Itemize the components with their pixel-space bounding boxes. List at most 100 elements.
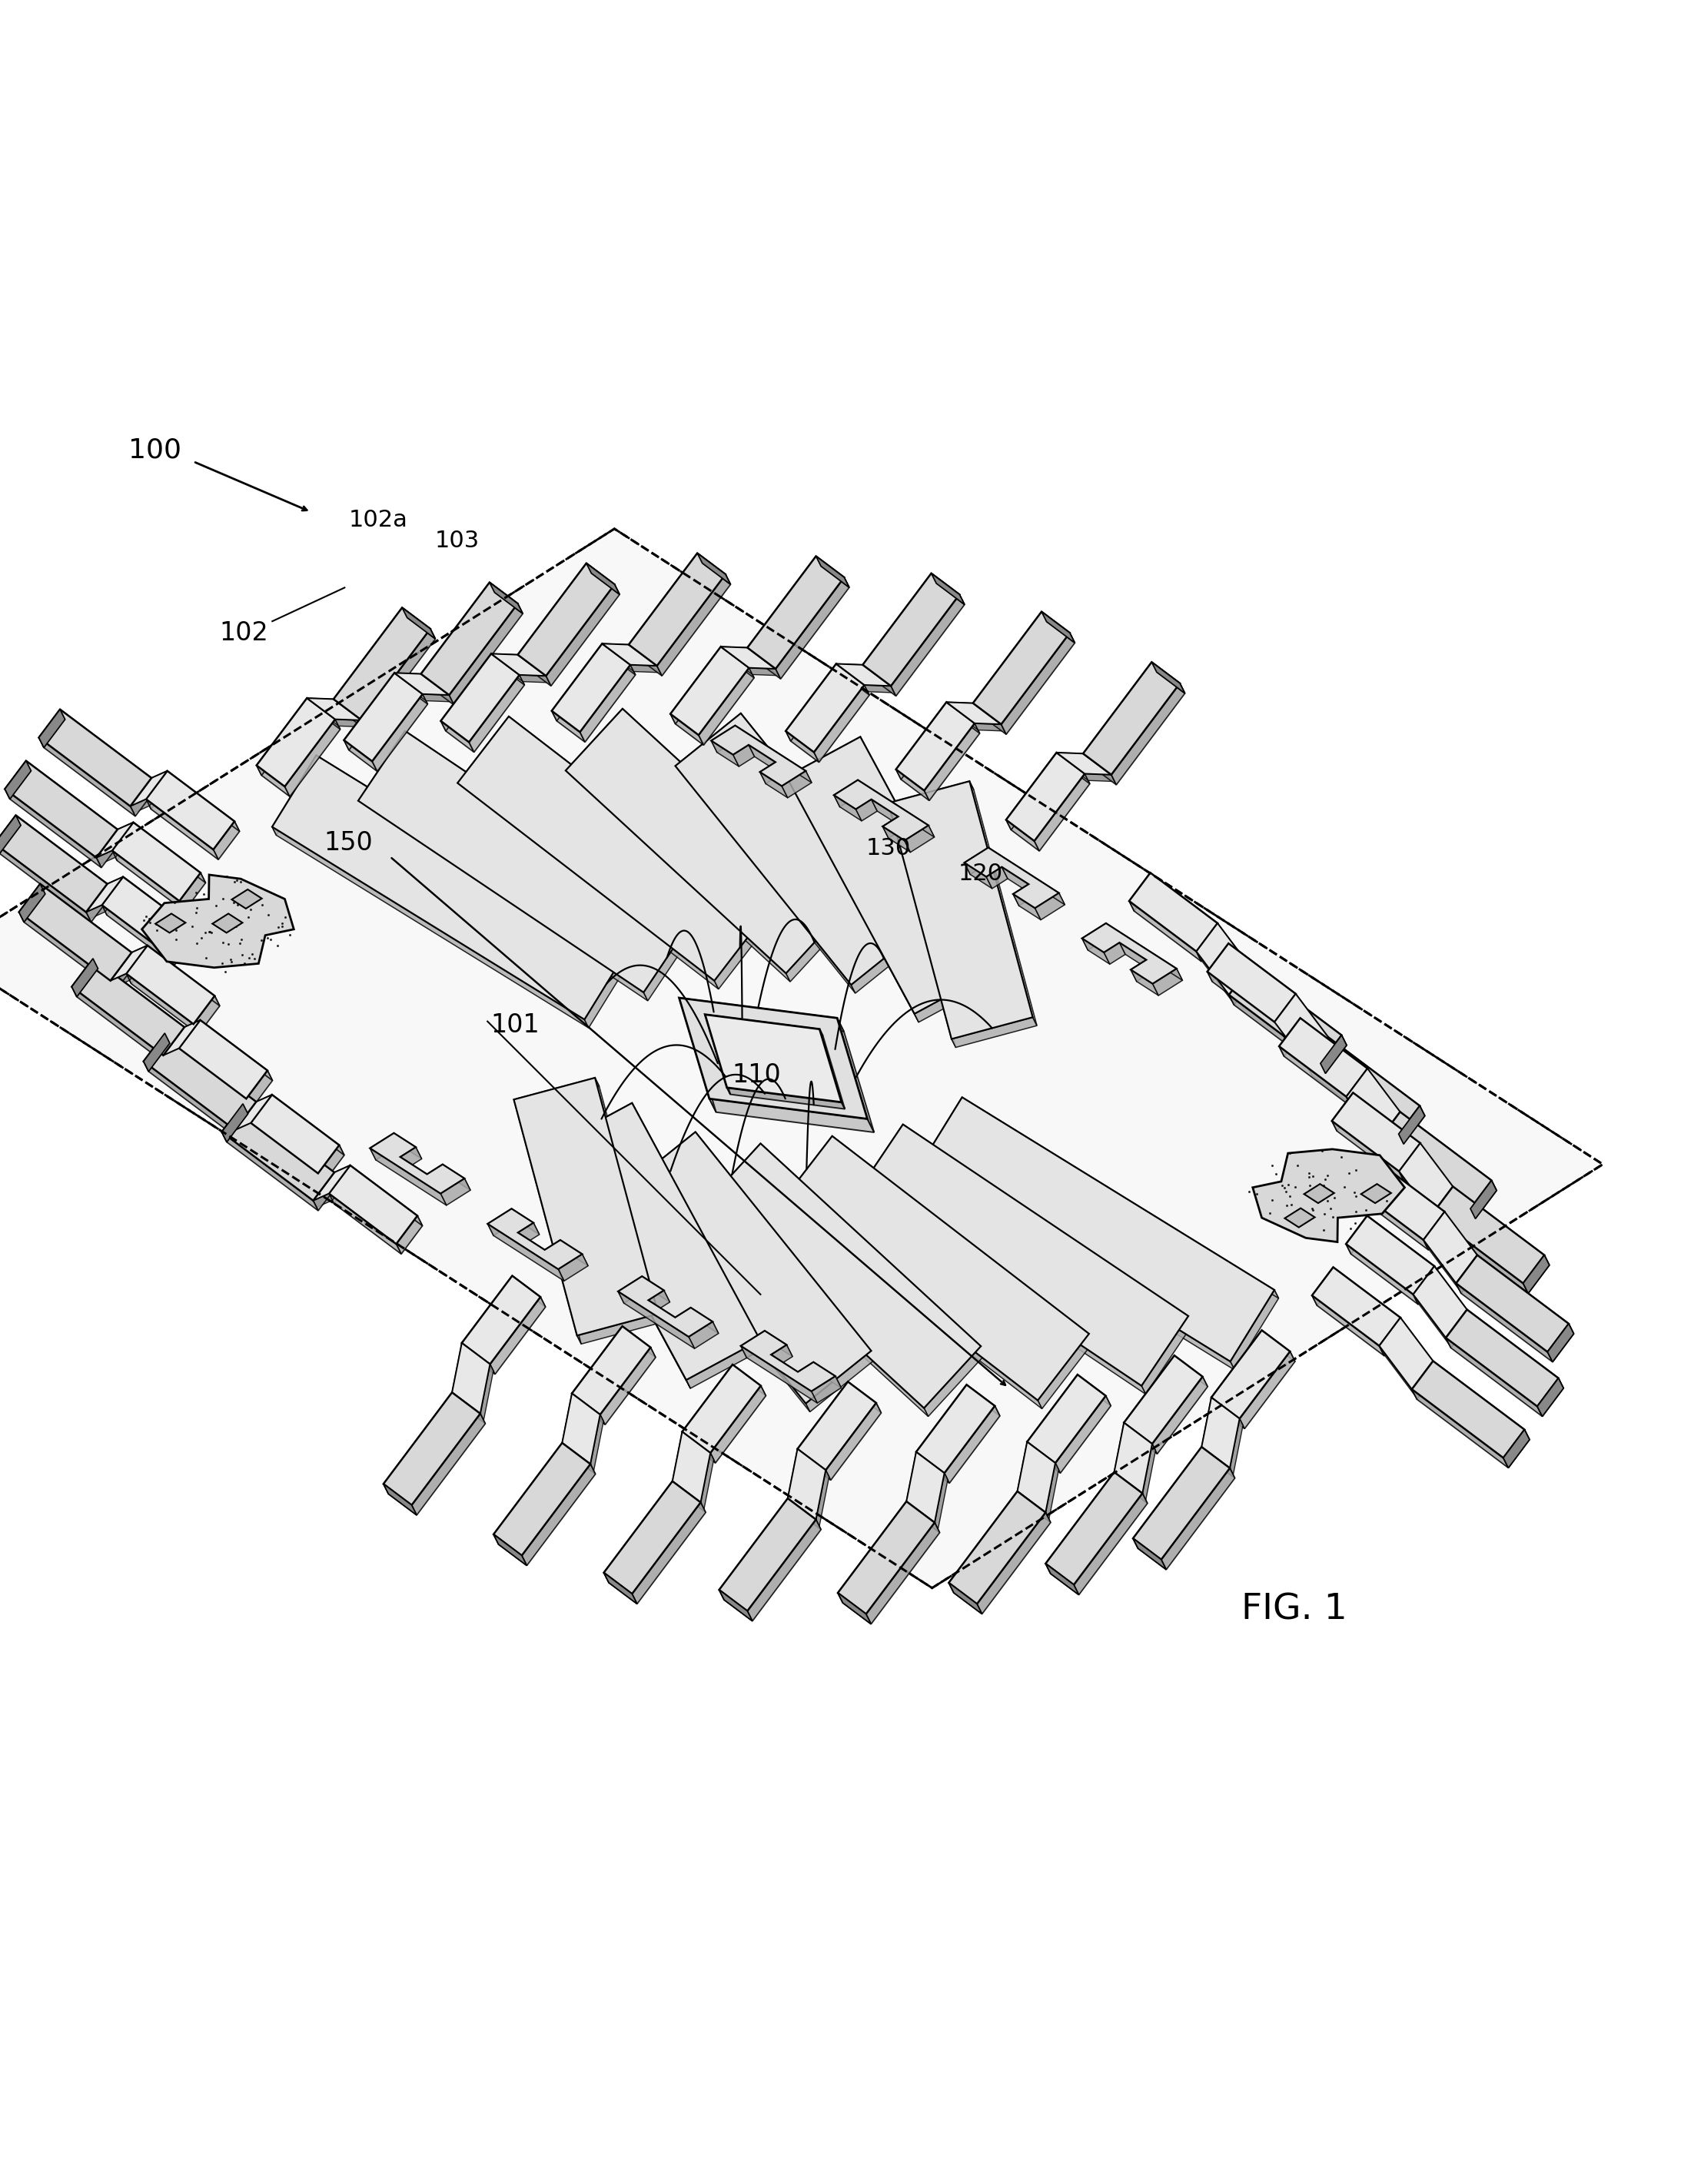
Polygon shape <box>948 1492 1046 1603</box>
Polygon shape <box>1399 1105 1425 1144</box>
Polygon shape <box>719 1498 793 1601</box>
Polygon shape <box>682 1433 716 1463</box>
Polygon shape <box>513 1275 546 1306</box>
Polygon shape <box>1308 1037 1331 1072</box>
Polygon shape <box>935 1474 948 1529</box>
Polygon shape <box>760 762 782 784</box>
Polygon shape <box>619 1275 713 1337</box>
Polygon shape <box>1150 874 1222 933</box>
Polygon shape <box>1412 1361 1436 1396</box>
Polygon shape <box>370 1149 447 1206</box>
Polygon shape <box>834 795 862 821</box>
Polygon shape <box>825 1402 881 1481</box>
Polygon shape <box>857 780 935 836</box>
Polygon shape <box>1378 1112 1404 1147</box>
Polygon shape <box>440 1179 471 1206</box>
Polygon shape <box>178 1020 205 1059</box>
Polygon shape <box>787 736 864 786</box>
Polygon shape <box>193 996 220 1035</box>
Polygon shape <box>837 1592 871 1625</box>
Polygon shape <box>871 799 904 828</box>
Polygon shape <box>395 673 425 701</box>
Polygon shape <box>709 1099 874 1131</box>
Polygon shape <box>449 603 523 705</box>
Polygon shape <box>1027 1374 1106 1463</box>
Polygon shape <box>222 1103 335 1201</box>
Polygon shape <box>721 646 755 677</box>
Polygon shape <box>682 1433 714 1459</box>
Polygon shape <box>741 1345 817 1402</box>
Polygon shape <box>1017 1441 1056 1514</box>
Polygon shape <box>420 675 454 705</box>
Polygon shape <box>1538 1378 1563 1417</box>
Polygon shape <box>18 885 45 922</box>
Polygon shape <box>250 1123 323 1184</box>
Polygon shape <box>814 1363 840 1387</box>
Polygon shape <box>565 708 627 780</box>
Polygon shape <box>741 1330 835 1391</box>
Polygon shape <box>250 1094 340 1173</box>
Polygon shape <box>967 1385 1000 1415</box>
Polygon shape <box>1284 1208 1315 1227</box>
Polygon shape <box>1133 1538 1167 1570</box>
Polygon shape <box>457 784 718 989</box>
Polygon shape <box>163 1026 190 1066</box>
Polygon shape <box>925 723 980 802</box>
Polygon shape <box>1037 1334 1093 1409</box>
Polygon shape <box>143 1033 170 1072</box>
Polygon shape <box>1125 1356 1202 1444</box>
Text: 150: 150 <box>324 830 373 856</box>
Polygon shape <box>948 1583 982 1614</box>
Polygon shape <box>284 719 340 797</box>
Polygon shape <box>518 563 592 664</box>
Text: 120: 120 <box>958 863 1004 885</box>
Polygon shape <box>1321 1035 1346 1075</box>
Polygon shape <box>1207 943 1296 1022</box>
Polygon shape <box>1104 943 1125 963</box>
Polygon shape <box>676 1308 696 1330</box>
Polygon shape <box>1212 1398 1242 1426</box>
Polygon shape <box>837 1500 911 1603</box>
Polygon shape <box>402 607 435 640</box>
Polygon shape <box>698 553 731 585</box>
Polygon shape <box>1229 943 1301 1005</box>
Polygon shape <box>422 695 452 701</box>
Polygon shape <box>250 1094 276 1129</box>
Polygon shape <box>788 1498 820 1529</box>
Polygon shape <box>619 1275 647 1304</box>
Polygon shape <box>906 1452 920 1509</box>
Polygon shape <box>558 1254 588 1282</box>
Polygon shape <box>491 653 546 675</box>
Polygon shape <box>1400 1112 1496 1190</box>
Polygon shape <box>672 1481 706 1514</box>
Polygon shape <box>1274 994 1328 1066</box>
Polygon shape <box>590 1415 603 1470</box>
Polygon shape <box>452 1343 466 1400</box>
Polygon shape <box>1002 867 1034 895</box>
Polygon shape <box>519 675 550 684</box>
Polygon shape <box>864 686 894 692</box>
Polygon shape <box>400 1147 422 1168</box>
Polygon shape <box>629 553 726 666</box>
Polygon shape <box>815 1470 829 1527</box>
Polygon shape <box>1229 968 1254 1002</box>
Polygon shape <box>96 830 121 865</box>
Polygon shape <box>383 1483 417 1516</box>
Polygon shape <box>313 1173 340 1210</box>
Polygon shape <box>1133 1448 1230 1559</box>
Polygon shape <box>111 946 148 981</box>
Polygon shape <box>489 583 523 614</box>
Polygon shape <box>1274 1022 1311 1072</box>
Polygon shape <box>883 826 911 852</box>
Polygon shape <box>787 911 847 983</box>
Polygon shape <box>143 1033 170 1072</box>
Polygon shape <box>0 815 20 854</box>
Polygon shape <box>1217 924 1254 974</box>
Polygon shape <box>1471 1179 1496 1219</box>
Polygon shape <box>676 714 745 775</box>
Polygon shape <box>489 583 523 614</box>
Polygon shape <box>514 1099 582 1343</box>
Polygon shape <box>1046 1472 1143 1586</box>
Polygon shape <box>805 1352 876 1411</box>
Polygon shape <box>672 1433 711 1503</box>
